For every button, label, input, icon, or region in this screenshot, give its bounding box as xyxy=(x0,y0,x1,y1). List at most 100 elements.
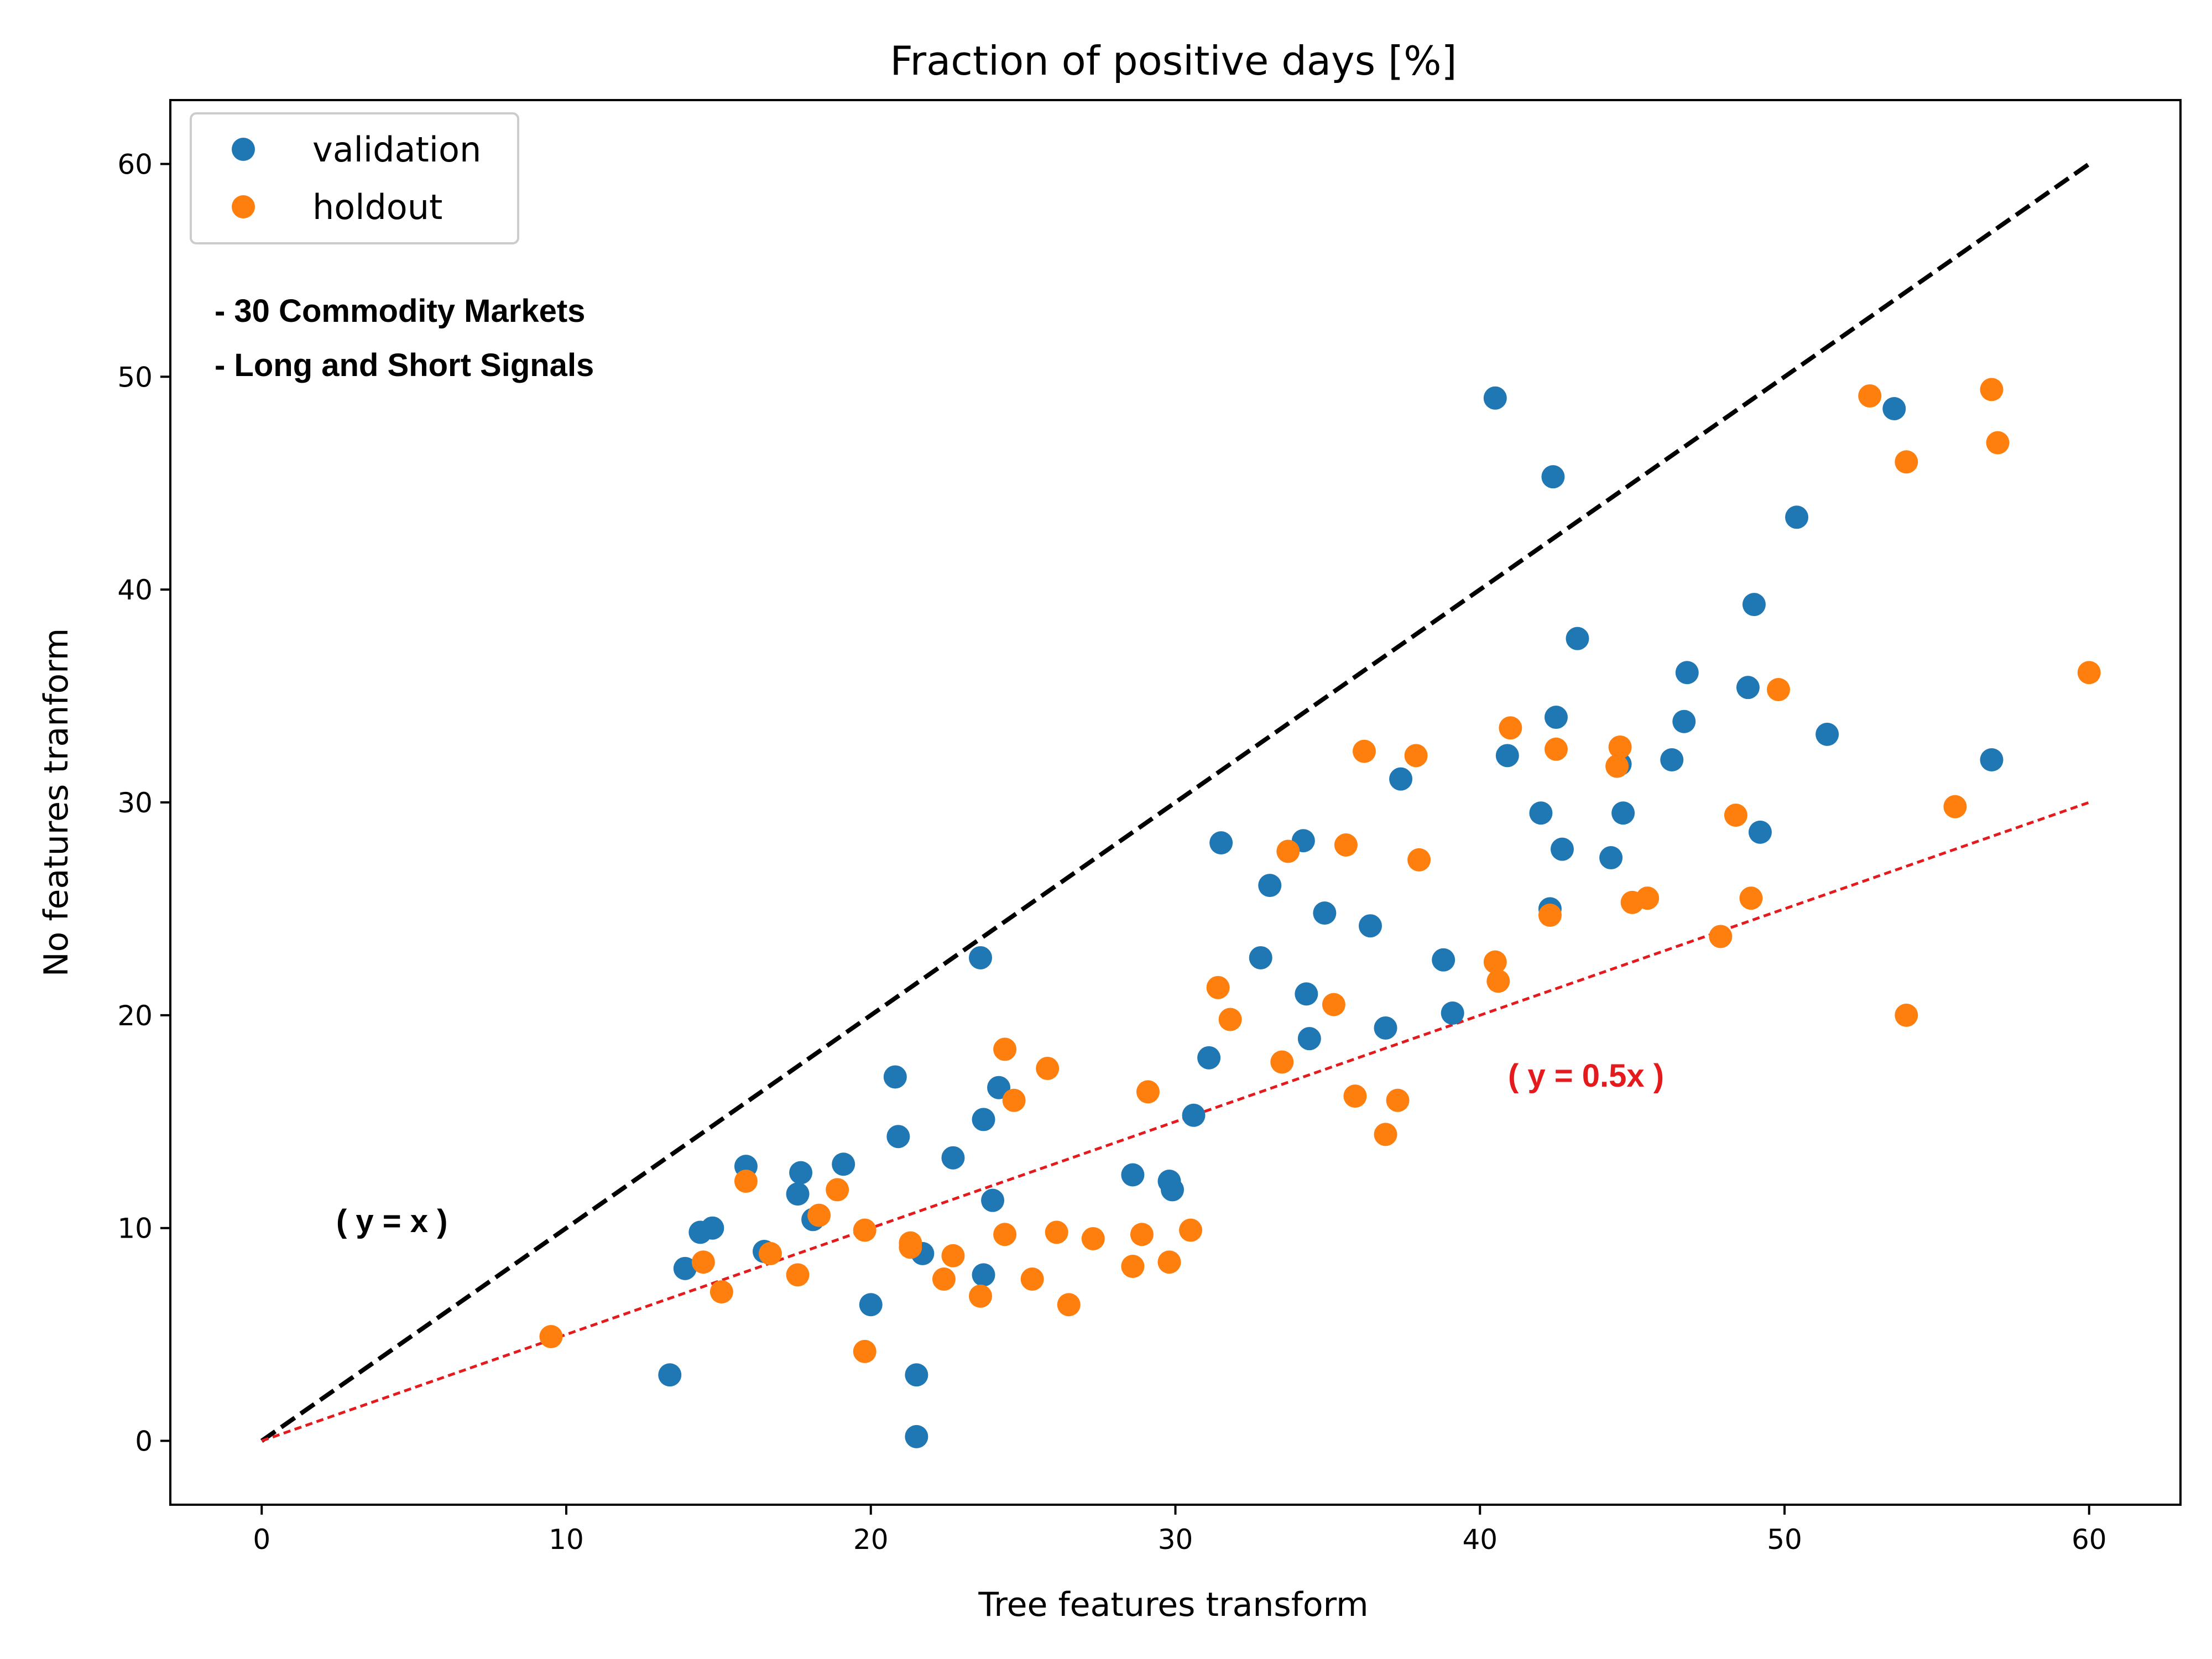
data-point-validation xyxy=(673,1256,697,1280)
reference-lines xyxy=(260,162,2091,1443)
data-point-holdout xyxy=(1483,950,1507,974)
data-point-holdout xyxy=(1081,1227,1105,1250)
data-point-holdout xyxy=(1179,1218,1203,1242)
data-point-validation xyxy=(1672,709,1696,733)
y-tick-label: 10 xyxy=(117,1213,153,1245)
data-point-holdout xyxy=(941,1244,965,1267)
data-point-holdout xyxy=(1206,975,1230,999)
data-point-holdout xyxy=(1499,716,1522,740)
data-point-validation xyxy=(905,1425,928,1448)
data-point-validation xyxy=(1258,874,1282,898)
data-point-validation xyxy=(1882,397,1906,421)
x-axis-label: Tree features transform xyxy=(978,1585,1368,1624)
legend-label-validation: validation xyxy=(312,129,481,170)
data-point-holdout xyxy=(1020,1267,1044,1291)
data-point-holdout xyxy=(1045,1220,1068,1244)
legend: validation holdout xyxy=(190,112,519,244)
data-point-holdout xyxy=(1980,378,2004,401)
y-tick-label: 50 xyxy=(117,361,153,393)
data-point-holdout xyxy=(1374,1123,1397,1146)
data-point-validation xyxy=(969,946,993,969)
data-point-validation xyxy=(658,1363,682,1387)
data-point-validation xyxy=(1495,744,1519,768)
data-point-validation xyxy=(1785,505,1809,529)
data-point-validation xyxy=(1432,948,1455,972)
x-axis-ticks: 0 10 20 30 40 50 60 xyxy=(253,1505,2107,1556)
data-point-validation xyxy=(1550,837,1574,861)
y-tick-label: 40 xyxy=(117,574,153,606)
data-point-holdout xyxy=(1002,1088,1026,1112)
data-point-holdout xyxy=(1057,1293,1081,1317)
legend-box xyxy=(190,112,519,244)
data-point-validation xyxy=(1160,1178,1184,1202)
data-point-validation xyxy=(972,1108,995,1131)
data-point-validation xyxy=(905,1363,928,1387)
data-point-holdout xyxy=(1767,678,1790,702)
data-point-validation xyxy=(1611,801,1635,825)
annotation-signals: - Long and Short Signals xyxy=(215,347,594,383)
chart-title: Fraction of positive days [%] xyxy=(890,38,1457,84)
data-point-holdout xyxy=(1724,804,1747,827)
data-point-validation xyxy=(1566,627,1589,650)
data-point-holdout xyxy=(786,1263,810,1287)
data-point-validation xyxy=(1249,946,1272,969)
data-point-validation xyxy=(1374,1016,1397,1040)
data-point-validation xyxy=(1660,748,1684,772)
data-point-holdout xyxy=(826,1178,849,1202)
data-point-holdout xyxy=(932,1267,956,1291)
data-point-validation xyxy=(789,1161,813,1185)
data-point-holdout xyxy=(734,1170,758,1193)
y-tick-label: 30 xyxy=(117,787,153,819)
data-point-holdout xyxy=(899,1231,922,1255)
data-point-holdout xyxy=(539,1324,563,1348)
legend-label-holdout: holdout xyxy=(312,187,442,227)
data-point-validation xyxy=(1980,748,2004,772)
x-tick-label: 60 xyxy=(2072,1524,2107,1556)
data-point-validation xyxy=(1529,801,1553,825)
data-point-validation xyxy=(1313,901,1337,925)
reference-line-y-equals-x xyxy=(260,162,2091,1443)
x-tick-label: 20 xyxy=(853,1524,889,1556)
data-point-holdout xyxy=(1136,1080,1160,1104)
data-point-validation xyxy=(1209,831,1233,855)
data-point-holdout xyxy=(807,1203,831,1227)
data-point-holdout xyxy=(1943,795,1967,818)
data-point-validation xyxy=(1389,767,1413,791)
data-point-holdout xyxy=(1276,839,1300,863)
data-point-validation xyxy=(886,1125,910,1149)
data-point-holdout xyxy=(1605,754,1629,778)
data-point-validation xyxy=(981,1188,1005,1212)
reference-line-y-equals-half-x xyxy=(261,801,2090,1442)
data-point-holdout xyxy=(1218,1008,1242,1031)
data-point-holdout xyxy=(758,1241,782,1265)
data-points xyxy=(539,378,2101,1448)
data-point-holdout xyxy=(969,1284,993,1308)
data-point-holdout xyxy=(1709,925,1733,948)
data-point-holdout xyxy=(1121,1254,1145,1278)
data-point-validation xyxy=(1483,386,1507,410)
data-point-holdout xyxy=(1739,886,1763,910)
data-point-holdout xyxy=(709,1280,733,1304)
data-point-holdout xyxy=(1538,903,1562,927)
data-point-holdout xyxy=(1544,737,1568,761)
data-point-holdout xyxy=(993,1223,1017,1246)
data-point-holdout xyxy=(1407,848,1431,872)
data-point-holdout xyxy=(1404,744,1428,768)
legend-marker-validation xyxy=(232,138,255,161)
data-point-holdout xyxy=(1895,1003,1918,1027)
data-point-validation xyxy=(1541,465,1565,489)
data-point-validation xyxy=(786,1182,810,1206)
data-point-holdout xyxy=(1986,431,2010,455)
x-tick-label: 0 xyxy=(253,1524,270,1556)
data-point-holdout xyxy=(1157,1250,1181,1274)
y-axis-label: No features tranform xyxy=(37,628,76,977)
data-point-holdout xyxy=(1636,886,1660,910)
data-point-validation xyxy=(1121,1163,1145,1187)
y-tick-label: 0 xyxy=(135,1426,153,1458)
data-point-holdout xyxy=(691,1250,715,1274)
data-point-validation xyxy=(1815,722,1839,746)
data-point-holdout xyxy=(1036,1057,1060,1081)
data-point-holdout xyxy=(853,1218,877,1242)
data-point-validation xyxy=(1295,982,1318,1006)
data-point-holdout xyxy=(1608,735,1632,759)
